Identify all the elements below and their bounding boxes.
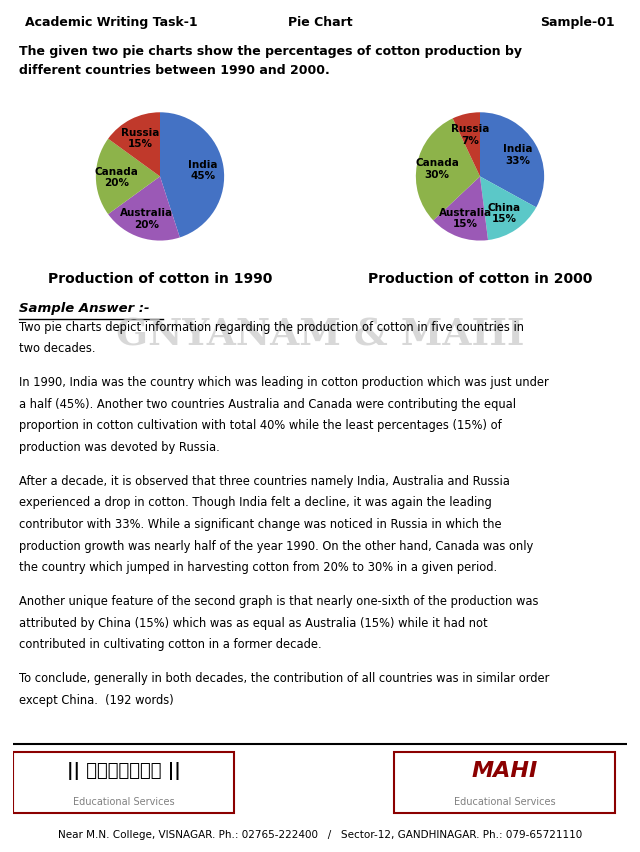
Text: || ज्ञानम् ||: || ज्ञानम् || [67,761,180,779]
Text: contributor with 33%. While a significant change was noticed in Russia in which : contributor with 33%. While a significan… [19,517,502,531]
Wedge shape [160,113,224,239]
Wedge shape [433,177,488,241]
Text: GNYANAM & MAHI: GNYANAM & MAHI [116,316,524,354]
Text: Sample Answer :-: Sample Answer :- [19,302,150,314]
Text: Russia
7%: Russia 7% [451,124,490,146]
Text: Two pie charts depict information regarding the production of cotton in five cou: Two pie charts depict information regard… [19,320,524,333]
Text: a half (45%). Another two countries Australia and Canada were contributing the e: a half (45%). Another two countries Aust… [19,397,516,410]
Text: except China.  (192 words): except China. (192 words) [19,693,173,705]
Wedge shape [452,113,480,177]
Text: Australia
20%: Australia 20% [120,208,173,229]
Text: Another unique feature of the second graph is that nearly one-sixth of the produ: Another unique feature of the second gra… [19,594,538,607]
Text: China
15%: China 15% [488,203,521,224]
Text: production growth was nearly half of the year 1990. On the other hand, Canada wa: production growth was nearly half of the… [19,539,533,552]
Text: Academic Writing Task-1: Academic Writing Task-1 [25,15,198,29]
Text: After a decade, it is observed that three countries namely India, Australia and : After a decade, it is observed that thre… [19,474,510,487]
Text: India
45%: India 45% [188,159,218,181]
Text: experienced a drop in cotton. Though India felt a decline, it was again the lead: experienced a drop in cotton. Though Ind… [19,496,492,509]
Text: production was devoted by Russia.: production was devoted by Russia. [19,440,220,453]
Text: Sample-01: Sample-01 [540,15,615,29]
Text: India
33%: India 33% [503,144,532,166]
Text: In 1990, India was the country which was leading in cotton production which was : In 1990, India was the country which was… [19,376,548,389]
Text: proportion in cotton cultivation with total 40% while the least percentages (15%: proportion in cotton cultivation with to… [19,419,502,432]
Text: Canada
30%: Canada 30% [415,158,459,180]
Text: Educational Services: Educational Services [454,797,555,806]
Text: To conclude, generally in both decades, the contribution of all countries was in: To conclude, generally in both decades, … [19,671,549,684]
Wedge shape [108,177,180,241]
Wedge shape [108,113,160,177]
Text: attributed by China (15%) which was as equal as Australia (15%) while it had not: attributed by China (15%) which was as e… [19,616,488,629]
Wedge shape [416,119,480,221]
Text: Canada
20%: Canada 20% [95,166,138,188]
Text: Near M.N. College, VISNAGAR. Ph.: 02765-222400   /   Sector-12, GANDHINAGAR. Ph.: Near M.N. College, VISNAGAR. Ph.: 02765-… [58,829,582,838]
Wedge shape [96,140,160,215]
Wedge shape [480,177,536,241]
Text: MAHI: MAHI [471,760,538,780]
Text: contributed in cultivating cotton in a former decade.: contributed in cultivating cotton in a f… [19,637,321,651]
Wedge shape [480,113,544,208]
Text: Production of cotton in 2000: Production of cotton in 2000 [368,272,592,285]
Text: The given two pie charts show the percentages of cotton production by
different : The given two pie charts show the percen… [19,45,522,77]
Text: two decades.: two decades. [19,342,95,355]
Text: Australia
15%: Australia 15% [438,207,492,229]
Text: Educational Services: Educational Services [72,797,174,806]
Text: Production of cotton in 1990: Production of cotton in 1990 [48,272,272,285]
Text: the country which jumped in harvesting cotton from 20% to 30% in a given period.: the country which jumped in harvesting c… [19,561,497,573]
Text: Pie Chart: Pie Chart [288,15,352,29]
Text: Russia
15%: Russia 15% [121,128,159,149]
